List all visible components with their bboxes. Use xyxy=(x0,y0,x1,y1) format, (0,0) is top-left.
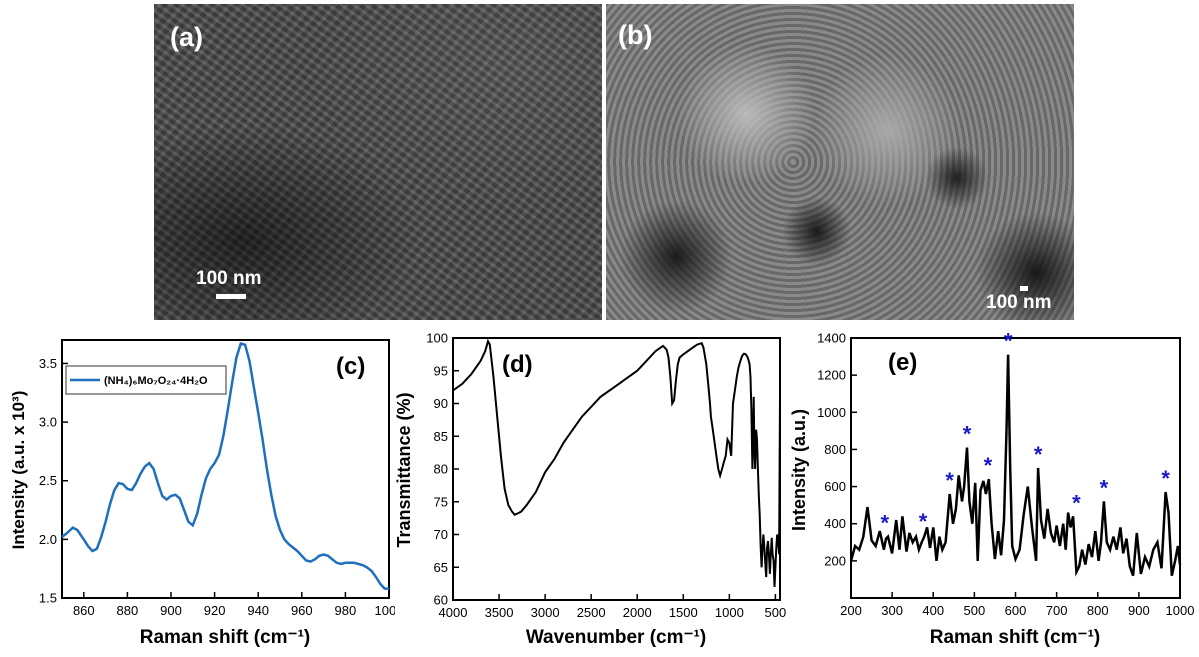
peak-marker: * xyxy=(945,468,954,493)
x-axis-label-d: Wavenumber (cm⁻¹) xyxy=(526,627,706,648)
x-tick-label: 900 xyxy=(160,603,182,618)
chart-e: 200 300 400 500 600 700 800 900 1000 200 400 600 80… xyxy=(789,330,1194,648)
y-tick-label: 400 xyxy=(824,516,846,531)
peak-marker: * xyxy=(880,511,889,536)
x-tick-label: 1000 xyxy=(1166,603,1195,618)
chart-c: 860 880 900 920 940 960 980 1000 1.5 2.0 2.5 3.0 3.… xyxy=(9,339,395,648)
y-tick-label: 1400 xyxy=(817,331,846,346)
legend-c: (NH₄)₆Mo₇O₂₄·4H₂O xyxy=(65,365,227,395)
sem-image-a: (a) 100 nm xyxy=(154,4,602,320)
y-tick-label: 1000 xyxy=(817,405,846,420)
panel-label-d: (d) xyxy=(502,351,533,378)
y-tick-label: 70 xyxy=(434,527,448,542)
x-ticks-d: 4000 3500 3000 2500 2000 1500 1000 500 xyxy=(439,594,787,620)
y-axis-label-d: Transmittance (%) xyxy=(394,392,414,547)
plot-frame-c xyxy=(61,339,390,599)
x-tick-label: 2500 xyxy=(577,605,606,620)
y-tick-label: 2.5 xyxy=(39,473,57,488)
sem-image-b: (b) 100 nm xyxy=(606,4,1074,320)
x-ticks-c: 860 880 900 920 940 960 980 1000 xyxy=(73,592,395,618)
y-axis-label-c: Intensity (a.u. x 10³) xyxy=(9,391,28,550)
y-tick-label: 2.0 xyxy=(39,532,57,547)
x-tick-label: 3500 xyxy=(485,605,514,620)
x-tick-label: 4000 xyxy=(439,605,468,620)
series-line-c xyxy=(61,341,389,590)
x-axis-label-e: Raman shift (cm⁻¹) xyxy=(930,627,1101,648)
x-tick-label: 500 xyxy=(964,603,986,618)
legend-label-c: (NH₄)₆Mo₇O₂₄·4H₂O xyxy=(104,375,208,387)
panel-label-a: (a) xyxy=(170,22,203,52)
x-tick-label: 700 xyxy=(1046,603,1068,618)
scale-bar-a xyxy=(216,294,246,299)
y-ticks-d: 60 65 70 75 80 85 90 95 100 xyxy=(426,331,459,608)
x-tick-label: 800 xyxy=(1087,603,1109,618)
y-tick-label: 3.0 xyxy=(39,415,57,430)
x-tick-label: 1000 xyxy=(375,603,395,618)
x-tick-label: 300 xyxy=(881,603,903,618)
panel-label-e: (e) xyxy=(888,349,917,376)
peak-marker: * xyxy=(1072,490,1081,515)
peak-markers-e: * * * * * * * * * * xyxy=(880,330,1170,536)
y-tick-label: 1.5 xyxy=(39,591,57,606)
y-tick-label: 200 xyxy=(824,553,846,568)
x-ticks-e: 200 300 400 500 600 700 800 900 1000 xyxy=(840,592,1194,618)
y-tick-label: 1200 xyxy=(817,368,846,383)
scale-bar-label-b: 100 nm xyxy=(986,292,1052,313)
series-line-e xyxy=(849,354,1182,577)
peak-marker: * xyxy=(1100,475,1109,500)
y-tick-label: 80 xyxy=(434,462,448,477)
x-tick-label: 400 xyxy=(922,603,944,618)
peak-marker: * xyxy=(1034,442,1043,467)
y-tick-label: 65 xyxy=(434,560,448,575)
x-tick-label: 500 xyxy=(765,605,787,620)
x-tick-label: 940 xyxy=(247,603,269,618)
x-tick-label: 900 xyxy=(1128,603,1150,618)
chart-d: 4000 3500 3000 2500 2000 1500 1000 500 60 65 70 75… xyxy=(394,331,787,649)
y-tick-label: 60 xyxy=(434,593,448,608)
y-tick-label: 85 xyxy=(434,429,448,444)
y-tick-label: 95 xyxy=(434,363,448,378)
y-tick-label: 75 xyxy=(434,494,448,509)
y-tick-label: 800 xyxy=(824,442,846,457)
x-tick-label: 860 xyxy=(73,603,95,618)
scale-bar-b xyxy=(1020,286,1028,291)
peak-marker: * xyxy=(984,453,993,478)
peak-marker: * xyxy=(963,422,972,447)
x-tick-label: 1500 xyxy=(669,605,698,620)
x-tick-label: 1000 xyxy=(715,605,744,620)
peak-marker: * xyxy=(919,509,928,534)
panel-label-c: (c) xyxy=(336,353,365,380)
x-tick-label: 600 xyxy=(1005,603,1027,618)
peak-marker: * xyxy=(1161,466,1170,491)
y-ticks-c: 1.5 2.0 2.5 3.0 3.5 xyxy=(39,356,68,606)
series-line-d xyxy=(452,338,781,587)
x-tick-label: 200 xyxy=(840,603,862,618)
x-tick-label: 880 xyxy=(117,603,139,618)
y-tick-label: 600 xyxy=(824,479,846,494)
x-tick-label: 2000 xyxy=(623,605,652,620)
y-axis-label-e: Intensity (a.u.) xyxy=(789,409,809,531)
x-tick-label: 960 xyxy=(291,603,313,618)
y-tick-label: 3.5 xyxy=(39,356,57,371)
y-tick-label: 90 xyxy=(434,396,448,411)
x-tick-label: 920 xyxy=(204,603,226,618)
x-axis-label-c: Raman shift (cm⁻¹) xyxy=(140,627,311,648)
panel-label-b: (b) xyxy=(618,20,653,50)
x-tick-label: 980 xyxy=(335,603,357,618)
y-tick-label: 100 xyxy=(426,331,448,346)
scale-bar-label-a: 100 nm xyxy=(196,268,262,289)
peak-marker: * xyxy=(1004,330,1013,354)
y-ticks-e: 200 400 600 800 1000 1200 1400 xyxy=(817,331,857,568)
x-tick-label: 3000 xyxy=(531,605,560,620)
